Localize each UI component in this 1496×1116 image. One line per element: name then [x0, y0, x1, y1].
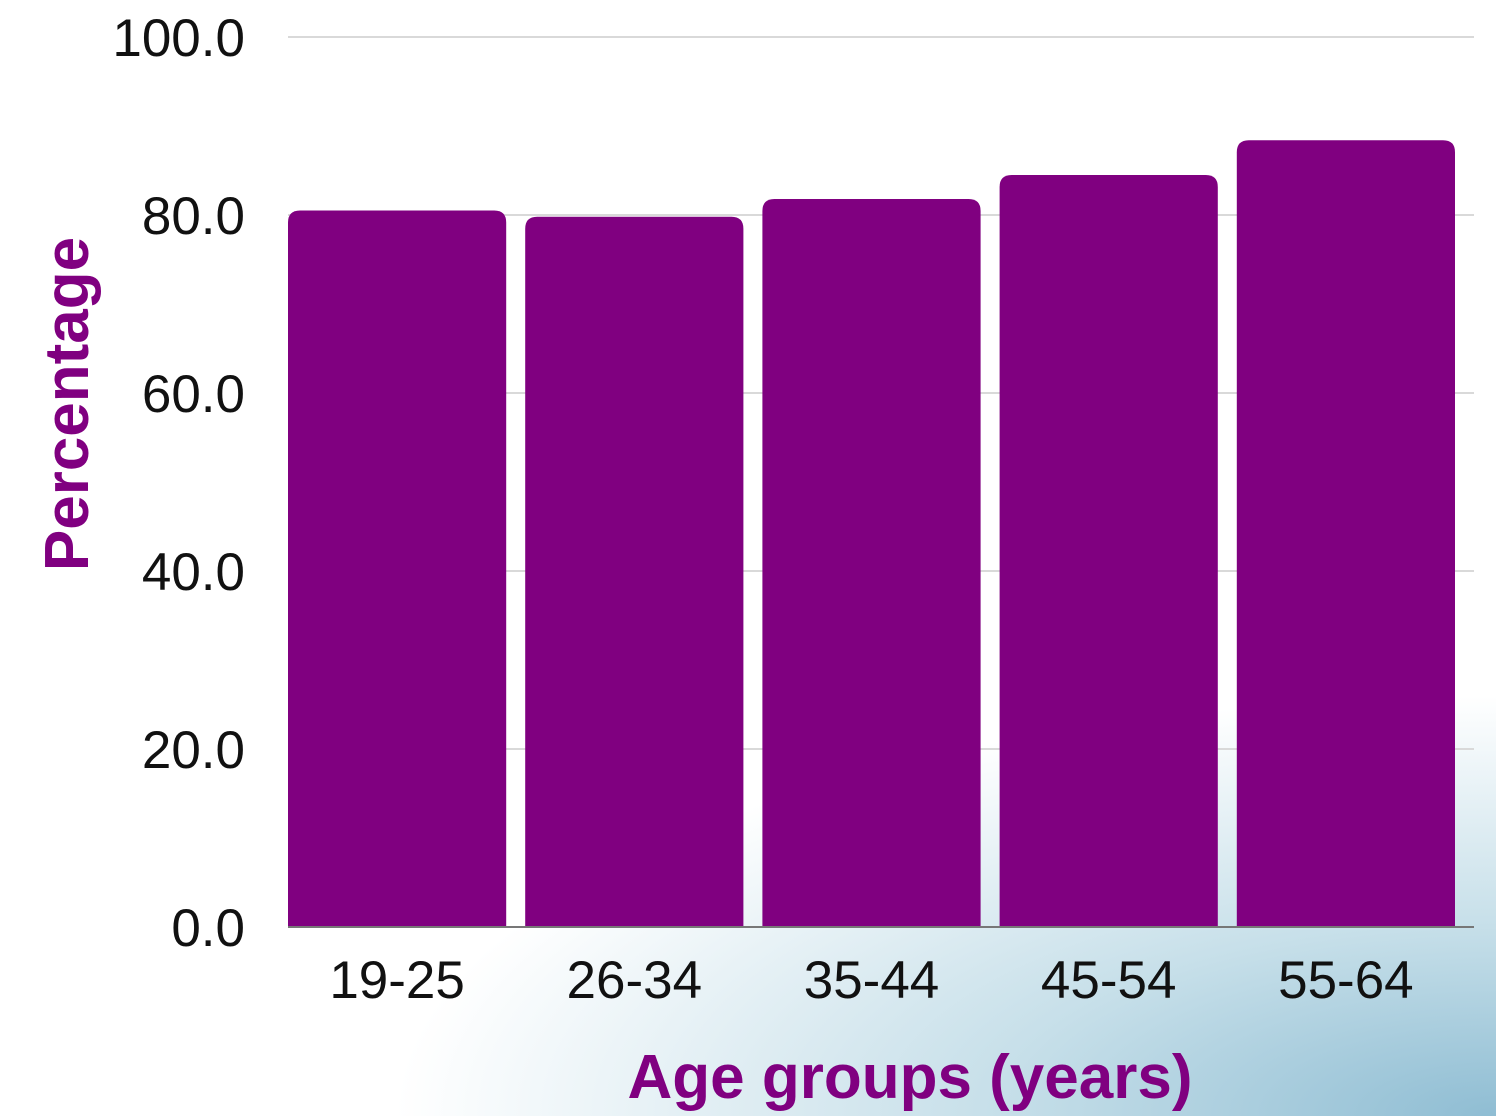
- x-tick-label: 45-54: [1041, 951, 1177, 1010]
- y-tick-label: 80.0: [142, 187, 245, 246]
- bars: [288, 140, 1455, 928]
- y-tick-label: 100.0: [112, 9, 245, 68]
- y-tick-label: 40.0: [142, 543, 245, 602]
- bar-26-34: [525, 216, 744, 927]
- bar-45-54: [999, 174, 1218, 927]
- x-tick-label: 19-25: [329, 951, 465, 1010]
- y-tick-label: 20.0: [142, 721, 245, 780]
- x-tick-labels: 19-25 26-34 35-44 45-54 55-64: [329, 951, 1413, 1010]
- bar-19-25: [288, 210, 507, 928]
- x-axis-title: Age groups (years): [627, 1043, 1192, 1112]
- y-tick-label: 60.0: [142, 365, 245, 424]
- bar-55-64: [1236, 140, 1455, 928]
- y-axis-title: Percentage: [33, 237, 102, 571]
- bar-35-44: [762, 198, 981, 928]
- x-tick-label: 26-34: [567, 951, 703, 1010]
- x-tick-label: 35-44: [804, 951, 940, 1010]
- y-tick-label: 0.0: [171, 899, 245, 958]
- x-tick-label: 55-64: [1278, 951, 1414, 1010]
- y-tick-labels: 0.0 20.0 40.0 60.0 80.0 100.0: [112, 9, 245, 958]
